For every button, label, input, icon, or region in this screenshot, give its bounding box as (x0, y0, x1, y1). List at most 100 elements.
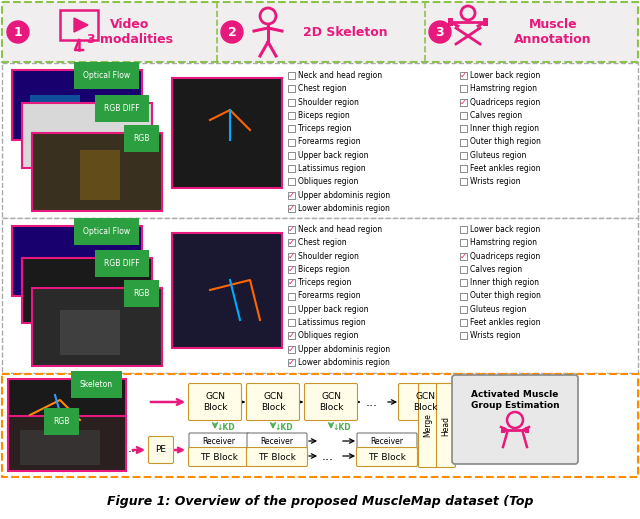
Bar (60, 310, 120, 355)
Text: Triceps region: Triceps region (298, 278, 351, 287)
Bar (32, 288, 162, 366)
Bar (12, 226, 142, 296)
Polygon shape (74, 18, 88, 32)
Text: Calves region: Calves region (470, 111, 522, 120)
Bar (32, 133, 162, 211)
FancyBboxPatch shape (2, 2, 638, 62)
FancyBboxPatch shape (189, 384, 241, 420)
Bar (8, 416, 126, 471)
Text: Outer thigh region: Outer thigh region (470, 292, 541, 301)
Text: RGB: RGB (134, 289, 150, 298)
Text: Quadriceps region: Quadriceps region (470, 98, 540, 106)
Text: Hamstring region: Hamstring region (470, 238, 537, 247)
Bar (288, 359, 295, 366)
Text: ...: ... (322, 450, 334, 463)
Text: 2D Skeleton: 2D Skeleton (303, 25, 387, 38)
Bar (460, 239, 467, 247)
Bar (460, 179, 467, 185)
Circle shape (429, 21, 451, 43)
Text: Inner thigh region: Inner thigh region (470, 124, 539, 133)
Text: Shoulder region: Shoulder region (298, 98, 359, 106)
Bar (2, 2, 638, 62)
Text: ↓KD: ↓KD (275, 423, 294, 432)
FancyBboxPatch shape (189, 447, 250, 467)
Bar (12, 70, 142, 140)
Text: ✓: ✓ (288, 345, 295, 354)
Bar (8, 379, 126, 442)
Text: Neck and head region: Neck and head region (298, 71, 382, 80)
Bar (448, 18, 453, 26)
Text: Inner thigh region: Inner thigh region (470, 278, 539, 287)
Bar (460, 226, 467, 233)
FancyBboxPatch shape (452, 375, 578, 464)
Text: Obliques region: Obliques region (298, 177, 358, 186)
Text: 1: 1 (13, 25, 22, 38)
Bar (288, 72, 295, 79)
Text: Forearms region: Forearms region (298, 292, 360, 301)
Text: ✓: ✓ (288, 238, 295, 247)
Bar (525, 427, 529, 433)
Text: TF Block: TF Block (368, 453, 406, 461)
Bar (288, 205, 295, 212)
Text: Lower abdominis region: Lower abdominis region (298, 358, 390, 367)
Bar (172, 78, 282, 188)
Text: ✓: ✓ (460, 71, 467, 80)
Bar (288, 319, 295, 326)
Bar (288, 165, 295, 172)
FancyBboxPatch shape (356, 447, 417, 467)
FancyBboxPatch shape (357, 433, 417, 449)
Text: Feet ankles region: Feet ankles region (470, 164, 541, 173)
Bar (172, 233, 282, 348)
Bar (288, 112, 295, 119)
Text: ...: ... (366, 395, 378, 408)
Text: Lower abdominis region: Lower abdominis region (298, 204, 390, 213)
Text: Lower back region: Lower back region (470, 225, 540, 234)
Text: Figure 1: Overview of the proposed MuscleMap dataset (Top: Figure 1: Overview of the proposed Muscl… (107, 496, 533, 509)
FancyBboxPatch shape (246, 384, 300, 420)
Bar (460, 253, 467, 260)
Text: Neck and head region: Neck and head region (298, 225, 382, 234)
FancyBboxPatch shape (305, 384, 358, 420)
Bar (288, 346, 295, 353)
Bar (460, 152, 467, 159)
Bar (30, 95, 80, 125)
Bar (288, 253, 295, 260)
Bar (288, 239, 295, 247)
Bar (501, 427, 505, 433)
Text: ...: ... (128, 442, 140, 455)
Text: GCN
Block: GCN Block (319, 392, 343, 412)
Text: PE: PE (156, 445, 166, 455)
Bar (288, 99, 295, 105)
FancyBboxPatch shape (436, 384, 456, 468)
Circle shape (221, 21, 243, 43)
Text: Hamstring region: Hamstring region (470, 84, 537, 93)
Text: Feet ankles region: Feet ankles region (470, 318, 541, 327)
Bar (288, 179, 295, 185)
Text: Quadriceps region: Quadriceps region (470, 252, 540, 261)
Text: Gluteus region: Gluteus region (470, 305, 526, 314)
Text: Activated Muscle
Group Estimation: Activated Muscle Group Estimation (470, 390, 559, 409)
Bar (460, 72, 467, 79)
Bar (288, 152, 295, 159)
Bar (460, 266, 467, 273)
Bar (460, 319, 467, 326)
Bar (460, 99, 467, 105)
Text: GCN
Block: GCN Block (260, 392, 285, 412)
Bar (288, 332, 295, 339)
Bar (288, 279, 295, 286)
FancyBboxPatch shape (189, 433, 249, 449)
Bar (460, 293, 467, 299)
Text: ✓: ✓ (288, 332, 295, 340)
Text: Chest region: Chest region (298, 238, 347, 247)
Text: ↓KD: ↓KD (333, 423, 351, 432)
Text: Head: Head (442, 416, 451, 435)
Bar (80, 150, 120, 200)
Text: Skeleton: Skeleton (80, 380, 113, 389)
FancyBboxPatch shape (148, 436, 173, 463)
FancyBboxPatch shape (246, 447, 307, 467)
Text: ✓: ✓ (460, 98, 467, 106)
Text: ✓: ✓ (288, 190, 295, 200)
Text: Receiver: Receiver (202, 436, 236, 445)
Text: ✓: ✓ (288, 252, 295, 261)
Text: Wrists region: Wrists region (470, 177, 520, 186)
